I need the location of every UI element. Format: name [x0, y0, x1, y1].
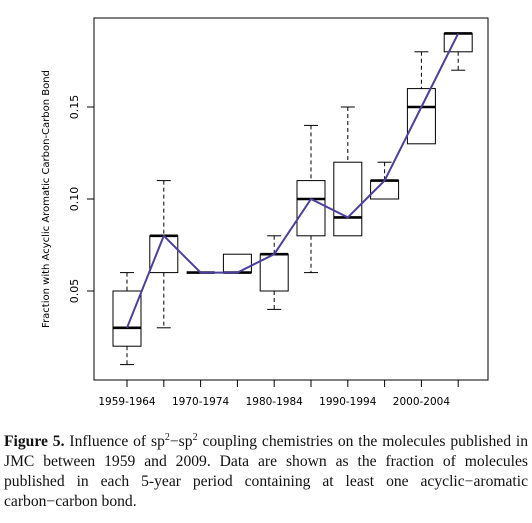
x-tick-label: 1970-1974 — [172, 396, 230, 408]
iqr-box — [296, 180, 326, 237]
iqr-box — [443, 32, 473, 53]
x-tick-label: 1990-1994 — [319, 396, 377, 408]
boxes — [112, 32, 473, 366]
y-tick-label: 0.15 — [68, 95, 81, 120]
box-1959-1964 — [112, 272, 142, 366]
x-tick-label: 1980-1984 — [246, 396, 304, 408]
box-1985-1989 — [296, 124, 326, 274]
median-polyline — [126, 32, 460, 329]
figure-caption: Figure 5. Influence of sp2−sp2 coupling … — [4, 432, 528, 512]
plot-frame — [93, 17, 489, 381]
caption-sup-2: 2 — [192, 431, 198, 443]
figure-label: Figure 5. — [4, 433, 65, 450]
y-tick-label: 0.10 — [68, 187, 81, 212]
box-1965-1969 — [149, 180, 179, 329]
iqr-box — [149, 235, 179, 274]
caption-text-1: Influence of sp — [64, 433, 165, 450]
box-1975-1979 — [222, 253, 252, 274]
box-plot-chart: 0.05 0.10 0.15 1959-1964 1970-1974 1980-1984… — [41, 17, 489, 408]
x-tick-label: 1959-1964 — [98, 396, 156, 408]
iqr-box — [259, 253, 289, 292]
iqr-box — [222, 253, 252, 274]
iqr-box — [406, 88, 436, 145]
caption-text-2: −sp — [169, 433, 193, 450]
x-tick-label: 2000-2004 — [393, 396, 451, 408]
iqr-box — [333, 161, 363, 237]
box-2000-2004 — [406, 51, 436, 145]
median-trend-line — [126, 32, 460, 329]
x-axis: 1959-1964 1970-1974 1980-1984 1990-1994 2000… — [98, 379, 459, 408]
caption-sup-1: 2 — [164, 431, 170, 443]
caption-text-3: coupling chemistries on the molecules pu… — [4, 433, 529, 510]
box-1980-1984 — [259, 235, 289, 310]
box-1990-1994 — [333, 106, 363, 237]
y-axis-label: Fraction with Acyclic Aromatic Carbon-Ca… — [41, 70, 52, 328]
y-tick-label: 0.05 — [68, 279, 81, 304]
y-axis: 0.05 0.10 0.15 — [68, 95, 95, 304]
iqr-box — [112, 290, 142, 347]
